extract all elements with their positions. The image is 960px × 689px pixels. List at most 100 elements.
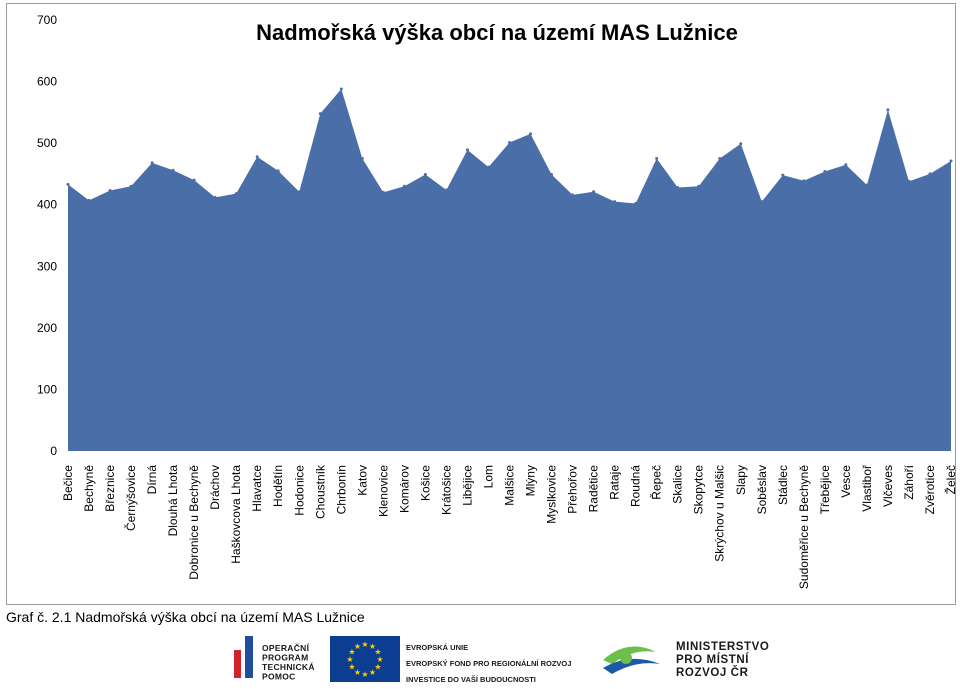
x-category-label: Myslkovice [545, 465, 559, 524]
eu-logo-text: INVESTICE DO VAŠÍ BUDOUCNOSTI [406, 675, 536, 684]
x-category-label: Dlouhá Lhota [166, 465, 180, 537]
eu-flag [330, 636, 400, 682]
logo-bar: OPERAČNÍ PROGRAM TECHNICKÁ POMOC ★ ★ ★ ★ ★ ★ ★ ★ ★ ★… [0, 628, 960, 684]
eu-star-icon: ★ [374, 648, 381, 657]
x-category-label: Haškovcova Lhota [229, 465, 243, 564]
x-category-label: Záhoří [902, 464, 916, 499]
eu-logo-text: EVROPSKÁ UNIE [406, 643, 468, 652]
x-category-label: Katov [355, 465, 369, 496]
y-tick-label: 600 [37, 75, 57, 89]
y-tick-label: 400 [37, 198, 57, 212]
data-point [87, 198, 91, 202]
eu-star-icon: ★ [348, 648, 355, 657]
y-tick-label: 100 [37, 382, 57, 396]
mmr-logo [603, 646, 660, 674]
eu-star-icon: ★ [348, 663, 355, 672]
x-category-label: Klenovice [376, 465, 390, 517]
data-point [381, 190, 385, 194]
chart-plot: 0 100 200 300 400 500 600 700 Bečice Bechyně Břez… [37, 13, 957, 589]
data-point [129, 184, 133, 188]
x-category-label: Hodonice [292, 465, 306, 516]
x-category-label: Černýšovice [123, 465, 138, 531]
data-point [865, 183, 869, 187]
y-tick-label: 200 [37, 321, 57, 335]
data-point [360, 157, 364, 161]
x-category-label: Radětice [587, 465, 601, 513]
x-category-label: Sudoměřice u Bechyně [797, 465, 811, 589]
data-point [781, 173, 785, 177]
x-category-label: Želeč [943, 465, 957, 494]
eu-star-icon: ★ [374, 663, 381, 672]
data-point [802, 179, 806, 183]
data-point [592, 190, 596, 194]
data-point [423, 173, 427, 177]
mmr-swoosh-blue [603, 658, 660, 674]
data-point [255, 155, 259, 159]
eu-star-icon: ★ [354, 668, 361, 677]
y-tick-label: 300 [37, 259, 57, 273]
x-category-label: Soběslav [755, 465, 769, 514]
elevation-area-series [68, 88, 951, 452]
eu-logo-text: EVROPSKÝ FOND PRO REGIONÁLNÍ ROZVOJ [406, 659, 571, 668]
data-point [508, 141, 511, 145]
x-category-label: Bechyně [82, 465, 96, 512]
x-category-label: Dírná [145, 465, 159, 495]
data-point [171, 168, 175, 172]
data-point [655, 157, 659, 161]
mmr-logo-text: ROZVOJ ČR [676, 666, 749, 679]
data-point [444, 188, 448, 192]
eu-star-icon: ★ [361, 670, 368, 679]
mmr-logo-text: MINISTERSTVO [676, 641, 769, 653]
data-point [550, 173, 554, 177]
chart-frame: 0 100 200 300 400 500 600 700 Bečice Bechyně Břez… [6, 3, 957, 605]
figure-caption: Graf č. 2.1 Nadmořská výška obcí na územ… [6, 609, 365, 625]
x-category-label: Libějice [460, 465, 474, 506]
eu-star-icon: ★ [346, 655, 353, 664]
y-tick-label: 500 [37, 136, 57, 150]
x-category-label: Slapy [734, 465, 748, 495]
op-blue-bar [245, 636, 253, 678]
data-point [192, 178, 196, 182]
data-point [739, 142, 743, 146]
data-point [928, 172, 932, 176]
data-point [66, 182, 70, 186]
mmr-dot [620, 652, 632, 664]
data-point [402, 184, 406, 188]
data-point [613, 200, 617, 204]
op-logo-text: POMOC [262, 672, 296, 682]
x-category-label: Březnice [103, 465, 117, 512]
chart-title: Nadmořská výška obcí na území MAS Lužnic… [256, 20, 738, 45]
data-point [234, 192, 238, 196]
data-point [886, 108, 890, 112]
eu-star-icon: ★ [376, 655, 383, 664]
y-tick-label: 0 [50, 444, 57, 458]
x-category-label: Hlavatce [250, 465, 264, 512]
eu-star-icon: ★ [354, 642, 361, 651]
x-category-label: Skrýchov u Malšic [713, 465, 727, 562]
data-point [297, 190, 301, 194]
data-point [718, 157, 722, 161]
x-category-label: Mlýny [524, 465, 538, 496]
x-category-label: Lom [481, 465, 495, 488]
x-category-label: Vlčeves [881, 465, 895, 507]
data-point [529, 132, 533, 136]
mmr-logo-text: PRO MÍSTNÍ [676, 653, 749, 666]
x-category-label: Třebějice [818, 465, 832, 515]
x-category-label: Dobronice u Bechyně [187, 465, 201, 580]
data-point [907, 179, 911, 183]
y-tick-label: 700 [37, 13, 57, 27]
data-point [150, 161, 154, 165]
data-point [108, 189, 112, 193]
data-point [213, 195, 217, 199]
x-category-label: Malšice [503, 465, 517, 506]
x-category-label: Dráchov [208, 465, 222, 510]
x-category-label: Roudná [629, 465, 643, 507]
x-category-label: Košice [418, 465, 432, 501]
eu-flag-logo: ★ ★★★★★★★★★★★ [330, 636, 400, 682]
x-category-label: Stádlec [776, 465, 790, 505]
data-point [697, 184, 701, 188]
data-point [760, 200, 764, 204]
data-point [844, 163, 848, 167]
x-category-label: Rataje [608, 465, 622, 500]
